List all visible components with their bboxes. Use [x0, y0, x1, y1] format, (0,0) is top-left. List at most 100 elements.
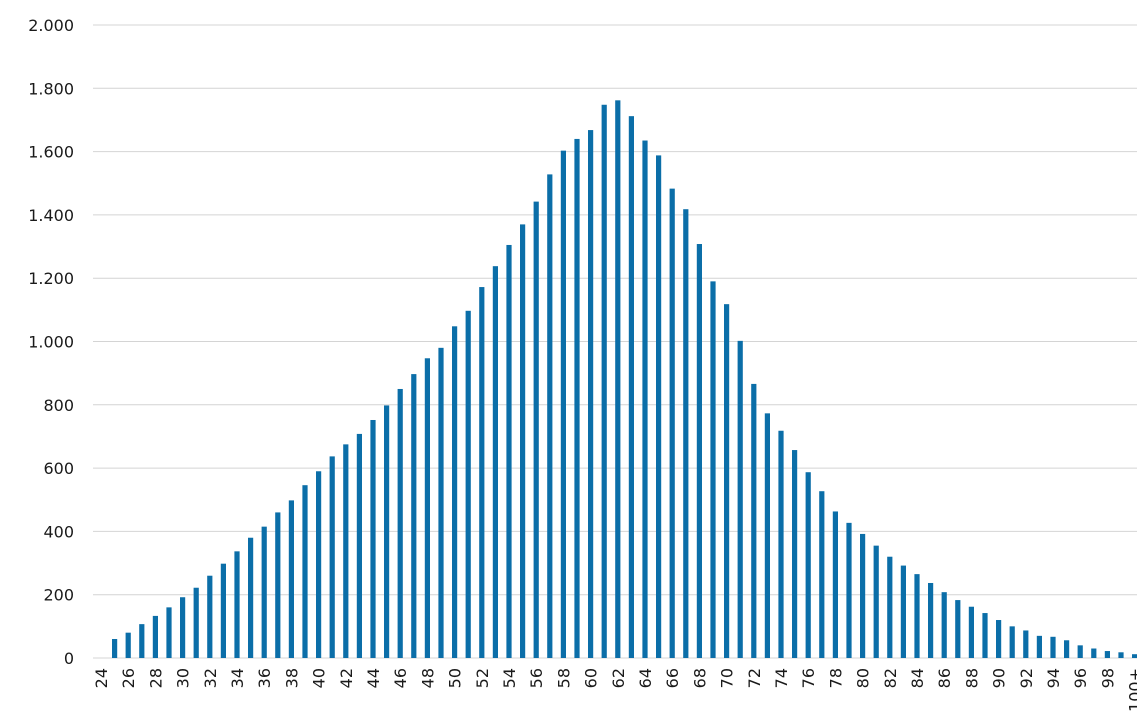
x-tick-label: 32: [201, 668, 220, 688]
x-tick-label: 76: [799, 668, 818, 688]
bar: [220, 563, 226, 658]
bar: [452, 326, 458, 658]
x-tick-label: 72: [745, 668, 764, 688]
bar: [724, 304, 730, 658]
bar: [928, 582, 934, 658]
bar: [574, 138, 580, 658]
x-tick-label: 70: [718, 668, 737, 688]
bar: [139, 624, 145, 658]
bar: [1050, 636, 1056, 658]
bar: [656, 155, 662, 658]
x-tick-label: 24: [92, 668, 111, 688]
bar: [343, 444, 349, 658]
bar: [996, 620, 1002, 658]
bar: [248, 537, 254, 658]
bar: [832, 511, 838, 658]
bar: [533, 201, 539, 658]
y-tick-label: 1.400: [28, 206, 74, 225]
bar: [275, 512, 281, 658]
bar: [914, 574, 920, 658]
x-tick-label: 78: [826, 668, 845, 688]
x-tick-label: 62: [609, 668, 628, 688]
x-tick-label: 34: [228, 668, 247, 688]
bar: [193, 587, 199, 658]
y-tick-label: 1.200: [28, 269, 74, 288]
y-tick-label: 0: [64, 649, 74, 668]
x-tick-label: 92: [1017, 668, 1036, 688]
x-tick-label: 74: [772, 668, 791, 688]
x-tick-label: 44: [364, 668, 383, 688]
bar: [710, 281, 716, 658]
bar: [370, 419, 376, 658]
bar: [1036, 635, 1042, 658]
bar: [166, 607, 172, 658]
bar: [683, 209, 689, 658]
x-tick-label: 26: [119, 668, 138, 688]
bar: [982, 613, 988, 658]
bar: [669, 188, 675, 658]
x-tick-label: 64: [636, 668, 655, 688]
x-tick-label: 94: [1044, 668, 1063, 688]
x-tick-label: 90: [990, 668, 1009, 688]
x-tick-label: 52: [473, 668, 492, 688]
y-tick-label: 2.000: [28, 16, 74, 35]
bar: [234, 551, 240, 658]
x-tick-label: 30: [174, 668, 193, 688]
x-tick-label: 100+: [1126, 668, 1137, 712]
bar: [465, 310, 471, 658]
x-tick-label: 54: [500, 668, 519, 688]
y-tick-label: 1.000: [28, 333, 74, 352]
bar: [615, 100, 621, 658]
bar: [1009, 626, 1015, 658]
bar: [288, 500, 294, 658]
bar: [397, 388, 403, 658]
bar: [180, 597, 186, 658]
y-tick-label: 1.800: [28, 79, 74, 98]
bar: [941, 592, 947, 658]
x-tick-label: 50: [446, 668, 465, 688]
x-tick-label: 28: [146, 668, 165, 688]
bar: [1104, 651, 1110, 658]
y-tick-label: 400: [43, 522, 74, 541]
bar: [846, 522, 852, 658]
bar: [696, 244, 702, 658]
bar: [1091, 648, 1097, 658]
bar: [778, 430, 784, 658]
bar: [261, 526, 267, 658]
x-tick-label: 66: [663, 668, 682, 688]
x-tick-label: 68: [690, 668, 709, 688]
x-tick-label: 60: [582, 668, 601, 688]
bar: [1077, 645, 1083, 658]
bar: [601, 104, 607, 659]
bar: [492, 266, 498, 658]
x-tick-label: 98: [1098, 668, 1117, 688]
bar: [873, 545, 879, 658]
bar: [792, 450, 798, 658]
bar: [547, 174, 553, 658]
bar: [438, 347, 444, 658]
bar: [520, 224, 526, 658]
bar: [764, 413, 770, 658]
x-tick-label: 56: [527, 668, 546, 688]
x-tick-label: 36: [255, 668, 274, 688]
bar: [316, 471, 322, 658]
x-tick-label: 88: [962, 668, 981, 688]
bar: [384, 405, 390, 658]
bar: [819, 491, 825, 658]
bar: [207, 575, 213, 658]
bar: [968, 606, 974, 658]
x-tick-label: 48: [418, 668, 437, 688]
bar: [751, 383, 757, 658]
x-tick-label: 82: [881, 668, 900, 688]
bar: [887, 556, 893, 658]
bar: [329, 456, 335, 658]
x-tick-label: 58: [554, 668, 573, 688]
x-tick-label: 42: [337, 668, 356, 688]
bar: [152, 615, 158, 658]
y-tick-label: 600: [43, 459, 74, 478]
bar: [642, 140, 648, 658]
bar: [1118, 652, 1124, 658]
bar: [1023, 630, 1029, 658]
bar: [955, 600, 961, 658]
